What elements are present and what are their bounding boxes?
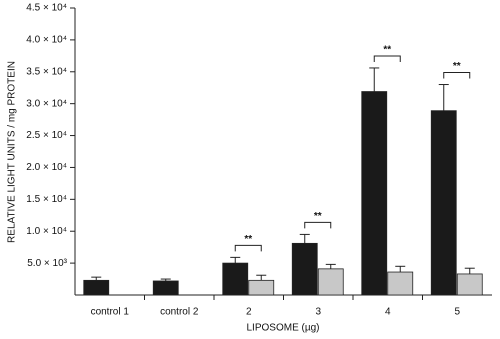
x-tick-label: 4 — [385, 307, 391, 318]
y-tick-label: 1.0 × 10⁴ — [26, 226, 67, 237]
error-bar — [299, 233, 310, 244]
error-bar — [230, 256, 241, 264]
bar — [291, 242, 318, 296]
significance-bracket — [443, 72, 471, 79]
significance-label: ** — [314, 211, 322, 222]
y-tick-label: 1.5 × 10⁴ — [26, 194, 67, 205]
y-tick-label: 2.5 × 10⁴ — [26, 130, 67, 141]
x-tick-label: control 1 — [91, 307, 130, 318]
significance-bracket — [373, 55, 401, 62]
bar — [387, 271, 414, 296]
x-tick-label: control 2 — [160, 307, 199, 318]
y-tick-label: 2.0 × 10⁴ — [26, 162, 67, 173]
y-tick-label: 4.0 × 10⁴ — [26, 35, 67, 46]
error-bar — [256, 274, 267, 281]
error-bar — [464, 267, 475, 274]
x-tick-label: 5 — [454, 307, 460, 318]
bar — [83, 279, 110, 296]
significance-label: ** — [383, 45, 391, 56]
error-bar — [325, 263, 336, 269]
y-tick-label: 3.5 × 10⁴ — [26, 66, 67, 77]
bar — [248, 279, 275, 296]
error-bar — [91, 276, 102, 281]
bar — [430, 110, 457, 296]
significance-bracket — [304, 221, 332, 229]
x-tick-label: 3 — [315, 307, 321, 318]
significance-label: ** — [453, 61, 461, 72]
bar — [317, 268, 344, 296]
y-axis-label: RELATIVE LIGHT UNITS / mg PROTEIN — [7, 61, 18, 243]
bar — [361, 91, 388, 296]
bar — [456, 273, 483, 296]
bar — [222, 262, 249, 296]
significance-bracket — [234, 244, 262, 252]
y-tick-label: 4.5 × 10⁴ — [26, 3, 67, 14]
y-tick-label: 3.0 × 10⁴ — [26, 98, 67, 109]
error-bar — [369, 67, 380, 92]
x-axis-label: LIPOSOME (µg) — [247, 323, 320, 334]
y-tick-label: 5.0 × 10³ — [27, 258, 67, 269]
error-bar — [395, 265, 406, 273]
x-tick-label: 2 — [246, 307, 252, 318]
error-bar — [160, 278, 171, 281]
error-bar — [438, 84, 449, 111]
significance-label: ** — [244, 234, 252, 245]
bar — [152, 280, 179, 296]
